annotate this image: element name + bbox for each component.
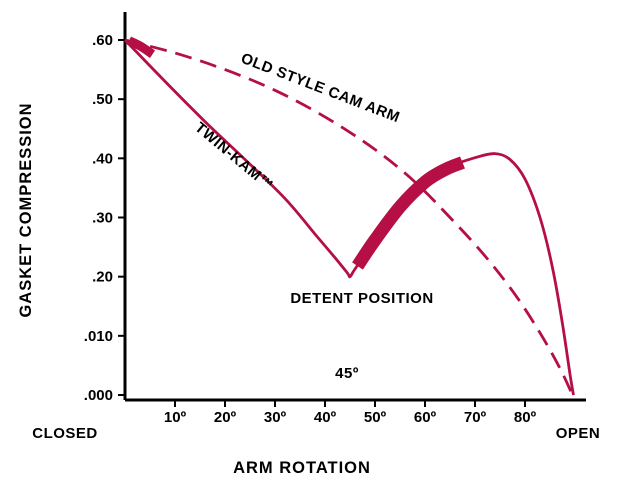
highlight-detent-rise-thick-band	[352, 156, 465, 270]
x-tick-label: 60º	[414, 409, 437, 426]
x-tick-label: 20º	[214, 409, 237, 426]
series-curve-old-style-cam-arm	[124, 38, 574, 396]
y-tick-label: .30	[92, 210, 113, 227]
closed-label: CLOSED	[32, 425, 98, 442]
chart-plot-area: 10º 20º 30º 40º 50º 60º 70º 80º .60 .50 .40 .30 .20.…	[84, 12, 586, 426]
open-label: OPEN	[556, 425, 601, 442]
y-tick-label: .010	[84, 328, 113, 345]
x-tick-label: 80º	[514, 409, 537, 426]
y-axis-title: GASKET COMPRESSION	[17, 102, 35, 317]
y-tick-label: .000	[84, 387, 113, 404]
y-tick-label: .20	[92, 269, 113, 286]
x-tick-label: 40º	[314, 409, 337, 426]
y-tick-label: .60	[92, 32, 113, 49]
highlight-closed-start-thick-mark	[126, 36, 156, 58]
detent-position-annotation: DETENT POSITION	[290, 290, 433, 307]
x-axis-title: ARM ROTATION	[233, 459, 371, 477]
x-tick-label: 30º	[264, 409, 287, 426]
y-tick-label: .50	[92, 91, 113, 108]
x-tick-label: 70º	[464, 409, 487, 426]
x-tick-label: 50º	[364, 409, 387, 426]
x-tick-label: 10º	[164, 409, 187, 426]
series-label-twin-kam: TWIN-KAM™	[191, 119, 276, 194]
deg45-annotation: 45º	[335, 365, 359, 382]
y-tick-label: .40	[92, 150, 113, 167]
